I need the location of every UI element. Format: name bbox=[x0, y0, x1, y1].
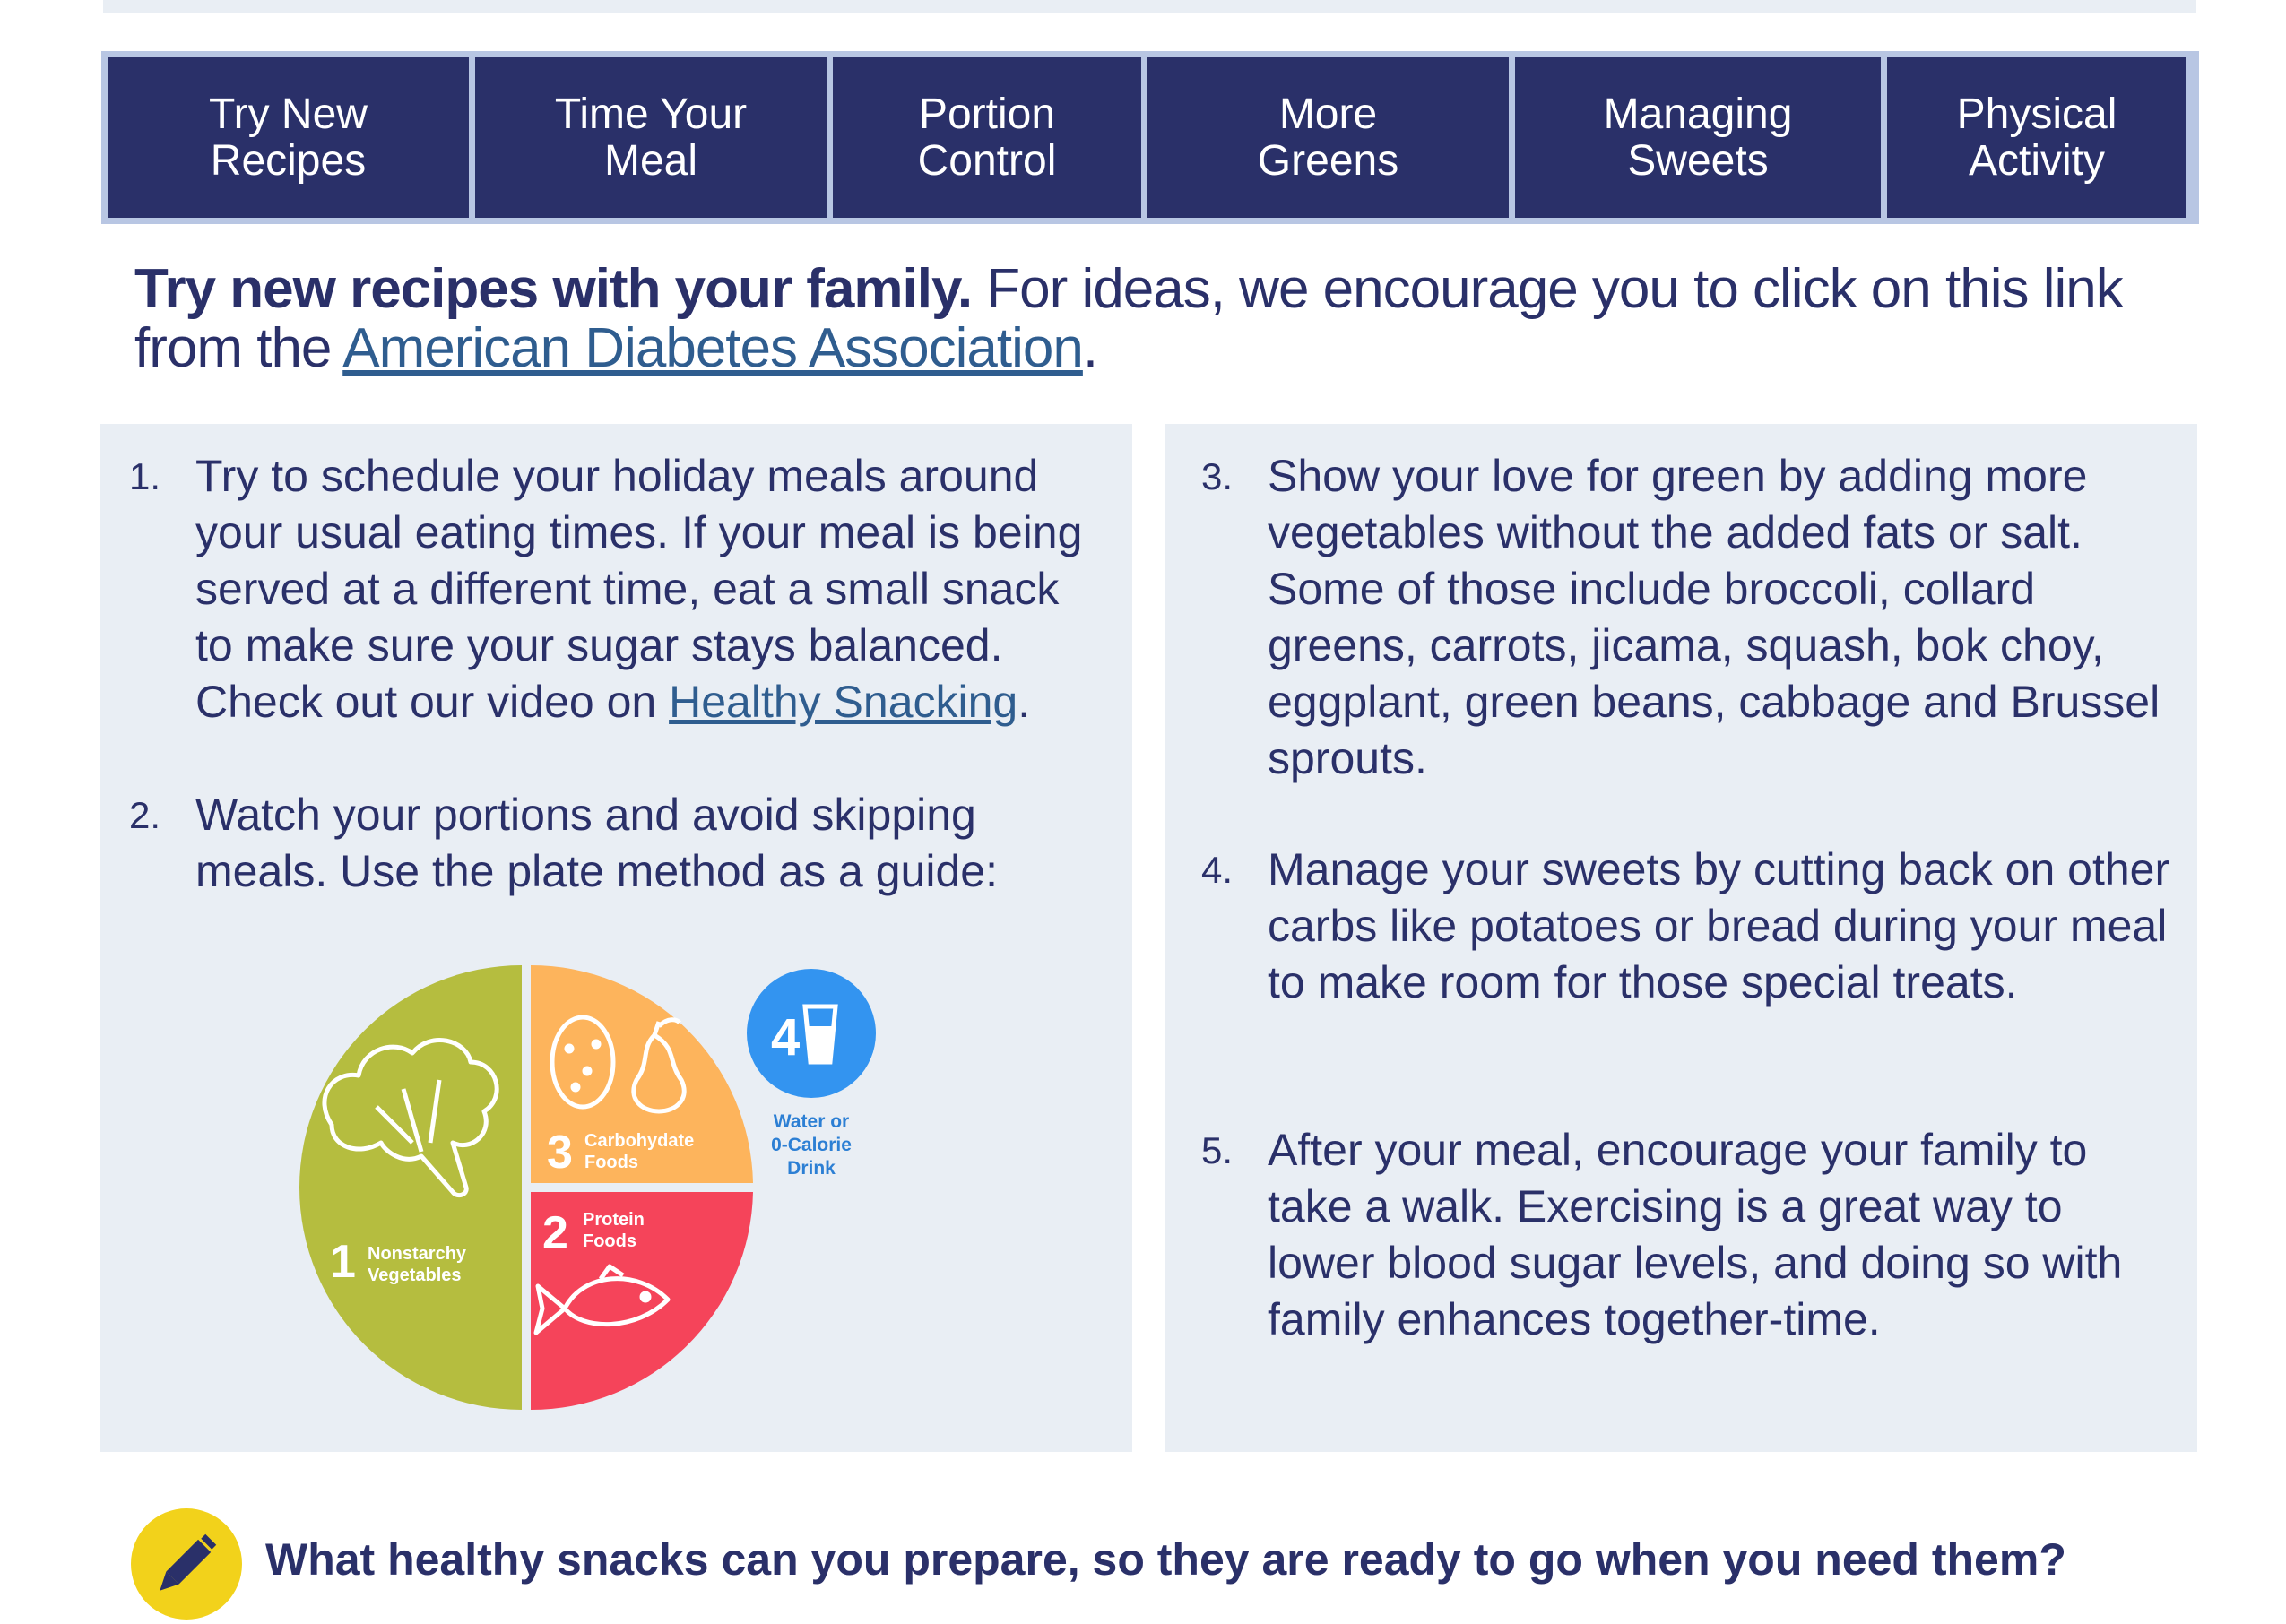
protein-number: 2 bbox=[542, 1207, 568, 1259]
topic-tabs: Try New Recipes Time Your Meal Portion C… bbox=[101, 51, 2199, 224]
veg-number: 1 bbox=[330, 1236, 356, 1288]
fish-icon bbox=[533, 1264, 671, 1335]
tab-try-new-recipes[interactable]: Try New Recipes bbox=[108, 57, 469, 218]
veg-label-2: Vegetables bbox=[368, 1266, 462, 1285]
carb-label-1: Carbohydate bbox=[584, 1131, 694, 1151]
veg-label-1: Nonstarchy bbox=[368, 1244, 467, 1264]
intro-end: . bbox=[1082, 317, 1098, 379]
right-panel: 3. Show your love for green by adding mo… bbox=[1165, 424, 2197, 1452]
drink-label-1: Water or bbox=[774, 1111, 849, 1132]
protein-label-2: Foods bbox=[583, 1231, 636, 1251]
glass-icon bbox=[802, 1004, 838, 1065]
drink-number: 4 bbox=[771, 1008, 800, 1067]
tab-more-greens[interactable]: More Greens bbox=[1147, 57, 1509, 218]
item-text: Manage your sweets by cutting back on ot… bbox=[1268, 844, 2170, 1007]
item-text: Watch your portions and avoid skipping m… bbox=[195, 790, 998, 896]
left-panel: 1. Try to schedule your holiday meals ar… bbox=[100, 424, 1132, 1452]
healthy-snacking-link[interactable]: Healthy Snacking bbox=[669, 677, 1018, 727]
plate-vegetables-section bbox=[299, 965, 522, 1410]
drink-label-2: 0-Calorie bbox=[771, 1135, 852, 1155]
potato-pear-icon bbox=[550, 1015, 687, 1114]
ada-link[interactable]: American Diabetes Association bbox=[342, 317, 1084, 379]
tab-managing-sweets[interactable]: Managing Sweets bbox=[1515, 57, 1881, 218]
item-text: Try to schedule your holiday meals aroun… bbox=[195, 451, 1083, 727]
item-number: 3. bbox=[1201, 455, 1234, 497]
item-text: After your meal, encourage your family t… bbox=[1268, 1125, 2123, 1344]
reflection-question: What healthy snacks can you prepare, so … bbox=[265, 1534, 2066, 1585]
item-number: 5. bbox=[1201, 1129, 1234, 1171]
item-number: 2. bbox=[129, 794, 161, 836]
intro-paragraph: Try new recipes with your family. For id… bbox=[134, 260, 2178, 378]
tab-physical-activity[interactable]: Physical Activity bbox=[1887, 57, 2186, 218]
intro-bold: Try new recipes with your family. bbox=[134, 258, 973, 320]
pencil-icon bbox=[160, 1530, 221, 1591]
carb-number: 3 bbox=[547, 1127, 573, 1179]
plate-method-diagram: 1 Nonstarchy Vegetables 3 Carbohydate Fo… bbox=[299, 965, 876, 1410]
intro-text: For ideas, we encourage you to click on … bbox=[134, 258, 2124, 379]
item-number: 1. bbox=[129, 455, 161, 497]
carb-label-2: Foods bbox=[584, 1153, 638, 1172]
protein-label-1: Protein bbox=[583, 1210, 645, 1230]
item-number: 4. bbox=[1201, 849, 1234, 891]
top-band bbox=[103, 0, 2196, 13]
pencil-badge bbox=[131, 1508, 242, 1620]
broccoli-icon bbox=[322, 1038, 499, 1198]
drink-label-3: Drink bbox=[787, 1158, 836, 1179]
item-text: Show your love for green by adding more … bbox=[1268, 451, 2160, 783]
tab-time-your-meal[interactable]: Time Your Meal bbox=[475, 57, 827, 218]
tab-portion-control[interactable]: Portion Control bbox=[833, 57, 1141, 218]
